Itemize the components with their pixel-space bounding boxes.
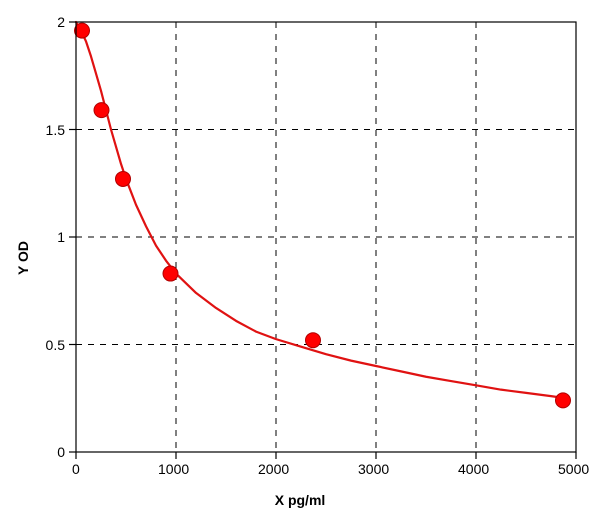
x-tick-label: 2000 bbox=[258, 461, 289, 477]
y-tick-label: 2 bbox=[57, 14, 65, 30]
data-point bbox=[116, 171, 131, 186]
x-axis-title: X pg/ml bbox=[275, 492, 326, 508]
y-tick-label: 0.5 bbox=[46, 337, 65, 353]
x-tick-label: 1000 bbox=[158, 461, 189, 477]
data-point bbox=[94, 103, 109, 118]
y-tick-label: 0 bbox=[57, 444, 65, 460]
y-axis-title: Y OD bbox=[15, 241, 31, 275]
x-tick-label: 0 bbox=[72, 461, 80, 477]
y-tick-label: 1 bbox=[57, 229, 65, 245]
data-point bbox=[556, 393, 571, 408]
x-tick-label: 4000 bbox=[458, 461, 489, 477]
x-tick-label: 5000 bbox=[558, 461, 589, 477]
y-tick-label: 1.5 bbox=[46, 122, 65, 138]
x-tick-label: 3000 bbox=[358, 461, 389, 477]
data-point bbox=[163, 266, 178, 281]
chart-container: Y OD X pg/ml 0 1000 2000 3000 4000 5000 0 0.5 1 1… bbox=[0, 0, 600, 516]
chart-svg bbox=[0, 0, 600, 516]
data-point bbox=[306, 333, 321, 348]
data-point bbox=[75, 23, 90, 38]
